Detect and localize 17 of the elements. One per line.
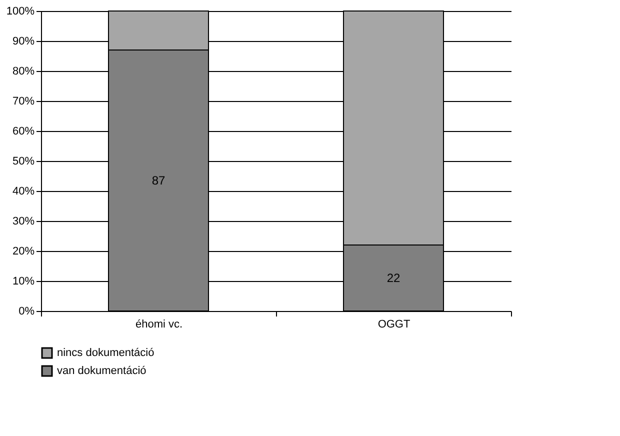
- x-tick-label: éhomi vc.: [135, 318, 183, 330]
- data-label: 87: [152, 174, 166, 188]
- y-tick-label: 100%: [6, 6, 35, 18]
- y-tick-label: 0%: [18, 306, 35, 318]
- y-tick-label: 70%: [12, 96, 35, 108]
- y-tick-label: 30%: [12, 216, 35, 228]
- data-label: 22: [386, 271, 400, 285]
- y-tick-label: 80%: [12, 66, 35, 78]
- y-tick-label: 40%: [12, 186, 35, 198]
- legend-label: van dokumentáció: [57, 365, 146, 377]
- y-tick-label: 50%: [12, 156, 35, 168]
- y-tick-label: 20%: [12, 246, 35, 258]
- y-tick-label: 10%: [12, 276, 35, 288]
- x-tick-label: OGGT: [378, 318, 410, 330]
- y-tick-label: 90%: [12, 36, 35, 48]
- y-tick-label: 60%: [12, 126, 35, 138]
- legend-label: nincs dokumentáció: [57, 347, 154, 359]
